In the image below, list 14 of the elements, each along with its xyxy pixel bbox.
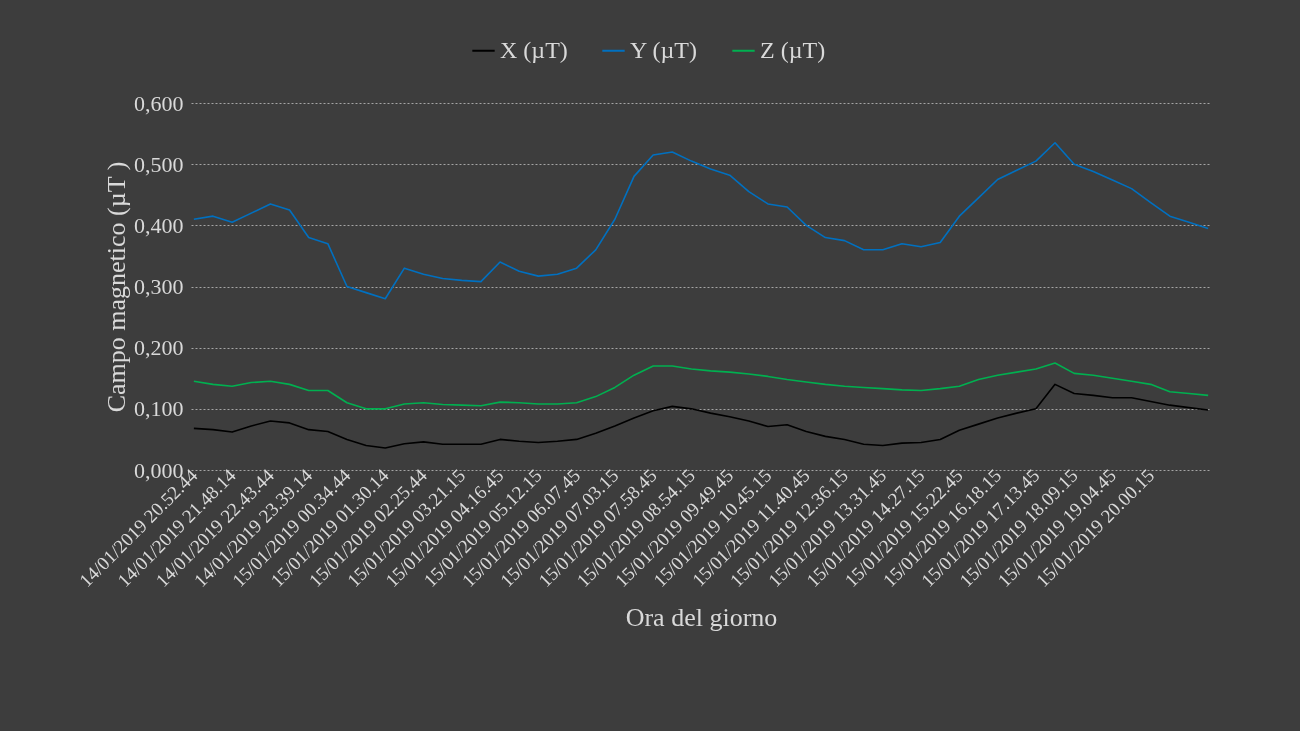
legend-label: X (µT) [500,36,568,63]
legend-label: Z (µT) [760,36,826,63]
y-tick-label: 0,500 [134,151,184,177]
legend-label: Y (µT) [630,36,697,63]
x-axis-title: Ora del giorno [625,603,778,633]
y-axis-title: Campo magnetico (µT ) [102,161,131,413]
y-tick-label: 0,600 [134,90,184,116]
y-tick-label: 0,100 [134,396,184,422]
y-tick-label: 0,300 [134,274,184,299]
y-tick-label: 0,200 [134,335,184,361]
y-tick-label: 0,400 [134,212,184,238]
line-series [193,362,1209,410]
line-series [193,141,1209,300]
line-series [193,383,1209,449]
